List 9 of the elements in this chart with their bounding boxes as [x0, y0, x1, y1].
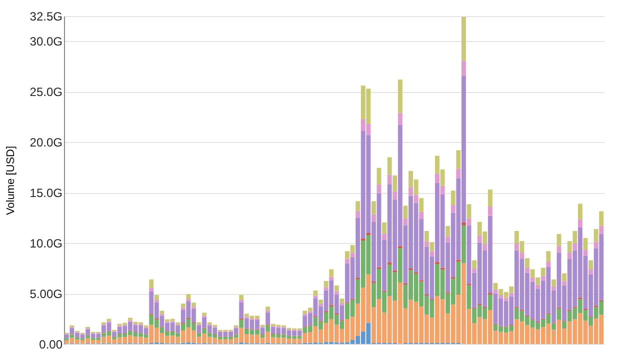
y-tick-label: 0.00 — [39, 338, 63, 352]
y-tick-label: 20.0G — [30, 136, 62, 150]
y-tick-label: 32.5G — [30, 10, 62, 24]
y-axis-title: Volume [USD] — [4, 146, 17, 216]
y-tick-label: 5.00G — [30, 287, 62, 302]
y-tick-label: 25.0G — [30, 85, 62, 100]
y-tick-label: 30.0G — [30, 34, 62, 49]
y-tick-label: 10.0G — [30, 236, 62, 251]
y-tick-label: 15.0G — [30, 186, 62, 200]
